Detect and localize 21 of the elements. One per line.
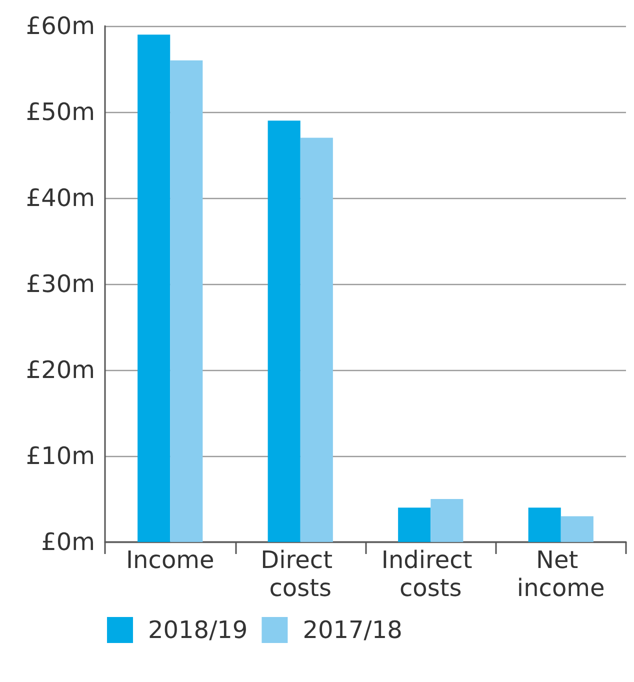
y-tick-label: £10m (26, 442, 95, 470)
legend-label: 2018/19 (148, 616, 248, 644)
y-tick-label: £40m (26, 184, 95, 212)
bar (560, 516, 594, 542)
y-tick-label: £60m (26, 12, 95, 40)
x-tick-label: Indirect costs (381, 546, 480, 602)
bar (398, 508, 431, 542)
x-tick-label: Net income (516, 546, 605, 602)
bar (300, 138, 333, 542)
bar (528, 508, 561, 542)
bar (430, 499, 464, 542)
bar (170, 60, 203, 542)
y-tick-label: £20m (26, 356, 95, 384)
x-tick-label: Direct costs (260, 546, 340, 602)
y-tick-label: £0m (41, 528, 95, 556)
legend-label: 2017/18 (302, 616, 402, 644)
x-tick-label: Income (126, 546, 214, 574)
y-tick-label: £50m (26, 98, 95, 126)
bar (268, 120, 300, 542)
y-tick-label: £30m (26, 270, 95, 298)
bar (138, 34, 170, 542)
